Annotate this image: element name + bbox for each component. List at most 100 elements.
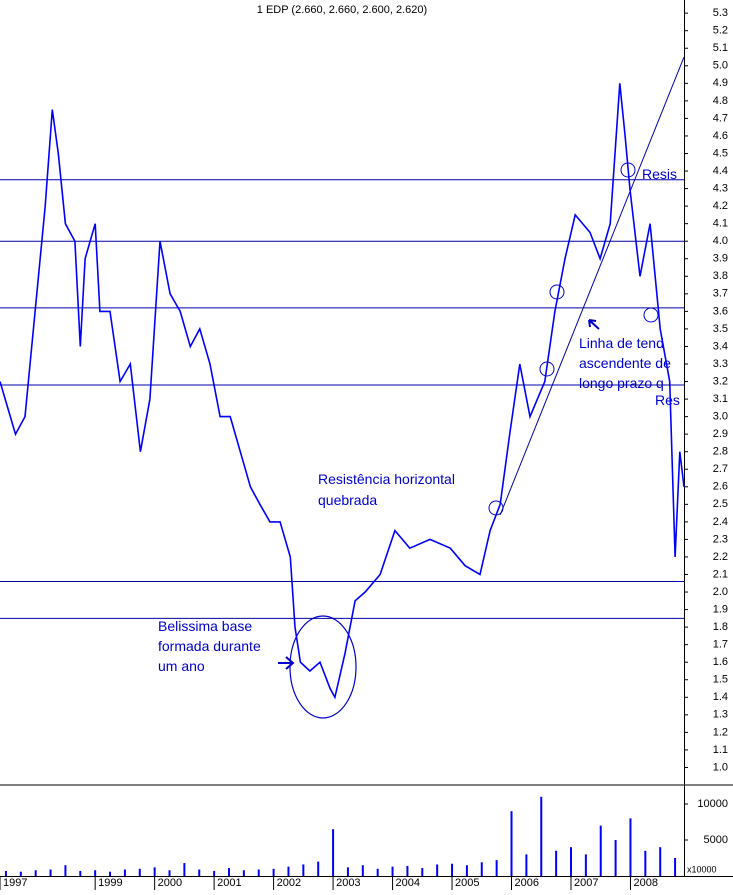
volume-bar bbox=[64, 865, 67, 876]
y-tick-label: 4.4 bbox=[713, 165, 728, 177]
volume-bar bbox=[406, 865, 409, 876]
volume-bar bbox=[629, 818, 632, 876]
y-tick-label: 5.0 bbox=[713, 60, 728, 72]
volume-bar bbox=[659, 847, 662, 876]
volume-bar bbox=[153, 867, 156, 876]
x-tick-label: 2000 bbox=[158, 877, 182, 889]
trendline bbox=[499, 56, 685, 516]
volume-bar bbox=[465, 865, 468, 876]
y-tick-label: 2.6 bbox=[713, 481, 728, 493]
volume-bar bbox=[391, 866, 394, 876]
volume-bar bbox=[614, 840, 617, 876]
annotation: ascendente de bbox=[579, 355, 671, 371]
volume-bar bbox=[34, 870, 37, 876]
volume-bar bbox=[495, 860, 498, 876]
chart-title: 1 EDP (2.660, 2.660, 2.600, 2.620) bbox=[257, 4, 427, 16]
volume-bar bbox=[436, 864, 439, 876]
volume-tick-label: 10000 bbox=[697, 798, 728, 810]
y-tick-label: 5.3 bbox=[713, 7, 728, 19]
y-tick-label: 2.5 bbox=[713, 498, 728, 510]
x-tick-label: 2005 bbox=[455, 877, 479, 889]
volume-bar bbox=[674, 858, 677, 876]
volume-bar bbox=[4, 870, 7, 876]
y-tick-label: 4.9 bbox=[713, 77, 728, 89]
y-tick-label: 2.9 bbox=[713, 428, 728, 440]
volume-bar bbox=[227, 868, 230, 876]
volume-bar bbox=[94, 870, 97, 876]
price-line bbox=[0, 83, 685, 700]
annotation: longo prazo q bbox=[579, 375, 664, 391]
y-tick-label: 1.8 bbox=[713, 621, 728, 633]
y-tick-label: 4.0 bbox=[713, 235, 728, 247]
y-tick-label: 2.0 bbox=[713, 586, 728, 598]
volume-bar bbox=[168, 870, 171, 876]
x-tick-label: 1997 bbox=[3, 877, 27, 889]
annotation: um ano bbox=[158, 658, 205, 674]
volume-bar bbox=[525, 854, 528, 876]
volume-bar bbox=[287, 866, 290, 876]
y-tick-label: 1.2 bbox=[713, 726, 728, 738]
volume-bar bbox=[480, 862, 483, 876]
y-tick-label: 3.5 bbox=[713, 323, 728, 335]
y-tick-label: 1.7 bbox=[713, 639, 728, 651]
y-tick-label: 1.4 bbox=[713, 691, 728, 703]
y-tick-label: 1.0 bbox=[713, 761, 728, 773]
volume-bar bbox=[123, 869, 126, 876]
y-tick-label: 2.7 bbox=[713, 463, 728, 475]
volume-bar bbox=[302, 864, 305, 876]
y-tick-label: 2.2 bbox=[713, 551, 728, 563]
x-tick-label: 2001 bbox=[217, 877, 241, 889]
y-tick-label: 3.6 bbox=[713, 305, 728, 317]
annotation: Linha de tend bbox=[579, 335, 664, 351]
volume-bar bbox=[257, 869, 260, 876]
x-tick-label: 2008 bbox=[633, 877, 657, 889]
volume-bar bbox=[540, 796, 543, 876]
y-tick-label: 3.4 bbox=[713, 340, 728, 352]
volume-bar bbox=[510, 811, 513, 876]
x-tick-label: 2006 bbox=[515, 877, 539, 889]
y-tick-label: 3.1 bbox=[713, 393, 728, 405]
volume-bar bbox=[346, 867, 349, 876]
y-tick-label: 4.6 bbox=[713, 130, 728, 142]
volume-bar bbox=[376, 868, 379, 876]
volume-bar bbox=[138, 868, 141, 876]
volume-bar bbox=[451, 863, 454, 876]
x-tick-label: 2002 bbox=[277, 877, 301, 889]
y-tick-label: 1.9 bbox=[713, 603, 728, 615]
y-tick-label: 4.3 bbox=[713, 182, 728, 194]
arrow bbox=[278, 656, 295, 670]
y-tick-label: 3.8 bbox=[713, 270, 728, 282]
volume-bar bbox=[584, 854, 587, 876]
annotation: Belissima base bbox=[158, 618, 252, 634]
annotation: Resistência horizontal bbox=[318, 471, 455, 487]
y-tick-label: 4.2 bbox=[713, 200, 728, 212]
y-tick-label: 4.1 bbox=[713, 218, 728, 230]
volume-tick-label: 5000 bbox=[704, 834, 728, 846]
y-tick-label: 2.3 bbox=[713, 533, 728, 545]
volume-bar bbox=[272, 868, 275, 876]
y-tick-label: 1.3 bbox=[713, 709, 728, 721]
x-tick-label: 1999 bbox=[98, 877, 122, 889]
annotation: Resis bbox=[642, 166, 677, 182]
volume-bar bbox=[421, 868, 424, 876]
volume-bar bbox=[569, 847, 572, 876]
y-tick-label: 4.5 bbox=[713, 147, 728, 159]
volume-bar bbox=[79, 870, 82, 876]
y-tick-label: 3.9 bbox=[713, 253, 728, 265]
annotation: quebrada bbox=[318, 492, 377, 508]
y-tick-label: 3.3 bbox=[713, 358, 728, 370]
y-tick-label: 3.2 bbox=[713, 375, 728, 387]
y-tick-label: 1.5 bbox=[713, 674, 728, 686]
y-tick-label: 4.7 bbox=[713, 112, 728, 124]
y-tick-label: 2.1 bbox=[713, 568, 728, 580]
volume-unit: x10000 bbox=[687, 864, 717, 874]
volume-bar bbox=[361, 865, 364, 876]
x-tick-label: 2003 bbox=[336, 877, 360, 889]
volume-bar bbox=[19, 871, 22, 876]
volume-bar bbox=[599, 825, 602, 876]
y-tick-label: 4.8 bbox=[713, 95, 728, 107]
volume-bar bbox=[555, 850, 558, 876]
x-tick-label: 2007 bbox=[574, 877, 598, 889]
